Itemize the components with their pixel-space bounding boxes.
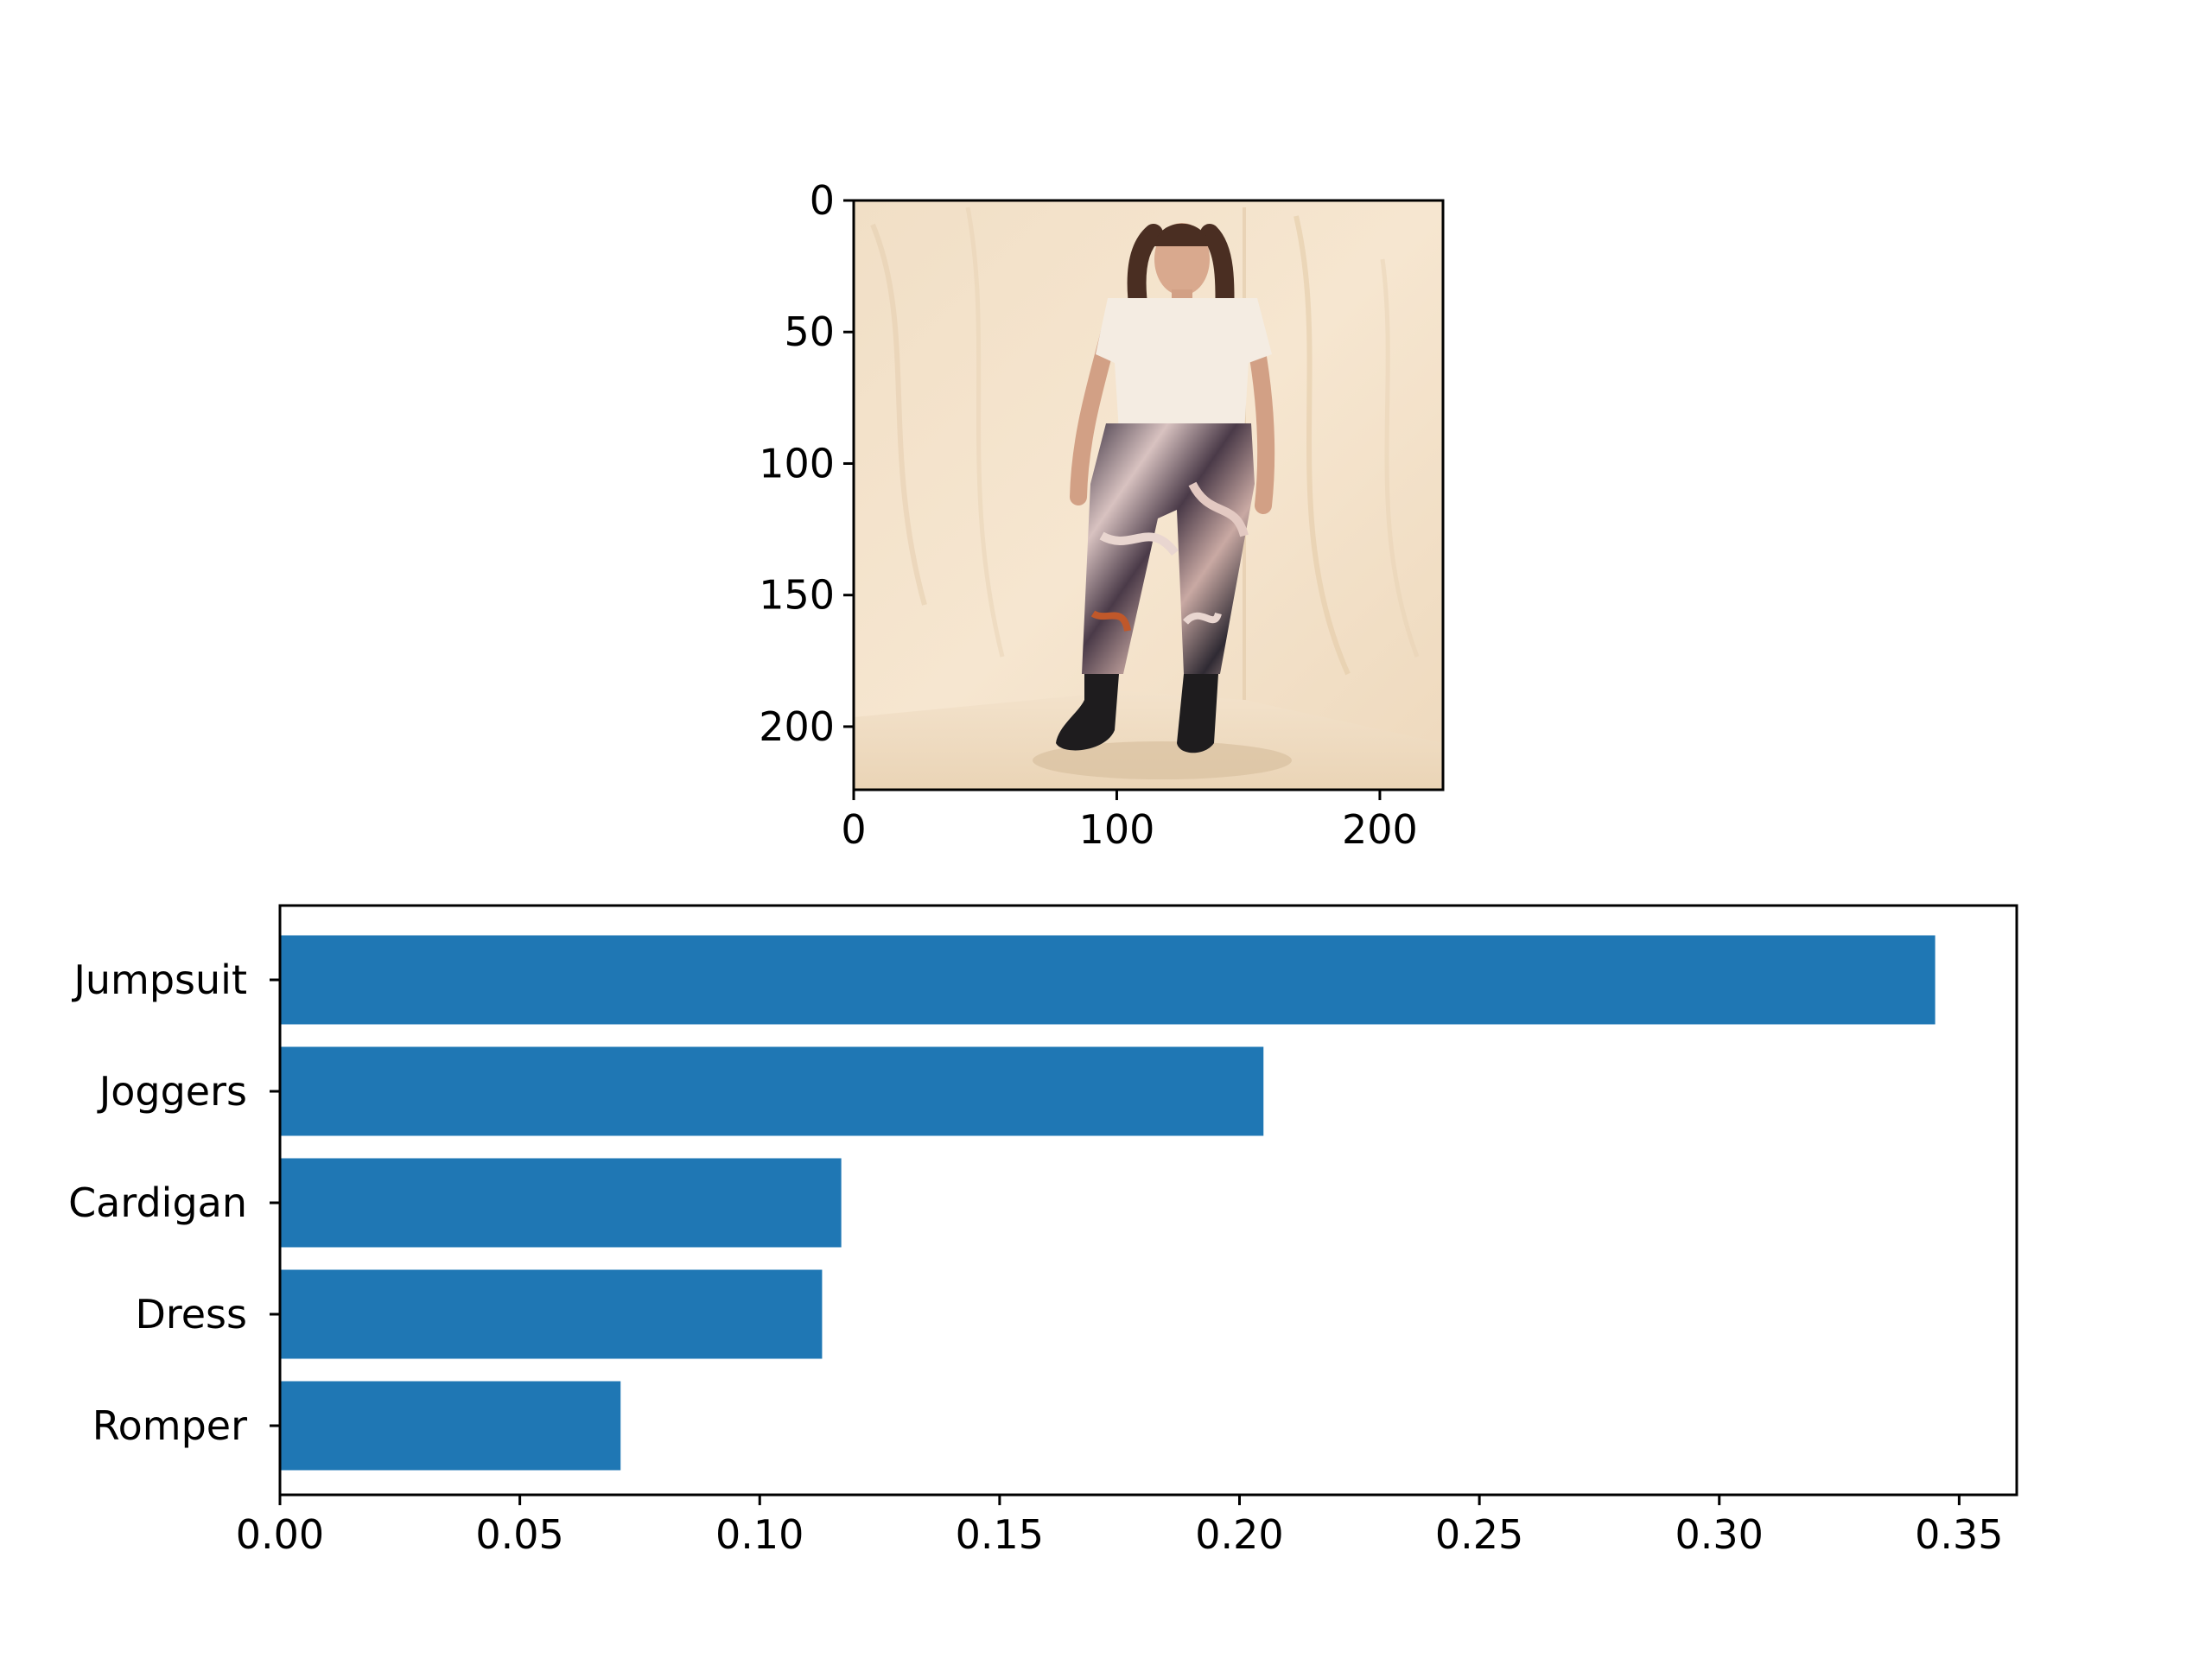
image-y-tick-label: 50 [784,308,835,355]
category-label-dress: Dress [135,1291,247,1338]
bar-dress [280,1269,823,1359]
bar-x-tick-label: 0.25 [1435,1511,1523,1558]
image-y-tick-label: 150 [759,572,835,619]
image-axes: 0 100 200 0 50 100 150 200 [759,177,1445,853]
bars [280,935,1936,1471]
bar-jumpsuit [280,935,1936,1025]
bar-x-tick-label: 0.00 [236,1511,324,1558]
bar-x-tick-label: 0.20 [1195,1511,1283,1558]
image-x-tick-label: 0 [841,806,866,853]
image-x-ticks: 0 100 200 [841,790,1418,853]
image-x-tick-label: 200 [1342,806,1418,853]
bar-y-ticks: Jumpsuit Joggers Cardigan Dress Romper [68,957,280,1449]
bar-romper [280,1381,621,1471]
bar-x-ticks: 0.00 0.05 0.10 0.15 0.20 0.25 0.30 0.35 [236,1495,2004,1558]
bar-chart-frame [278,904,2018,1497]
bar-chart-axes: 0.00 0.05 0.10 0.15 0.20 0.25 0.30 0.35 Jumpsui… [68,904,2018,1558]
category-label-jumpsuit: Jumpsuit [71,957,247,1003]
bar-x-tick-label: 0.10 [715,1511,804,1558]
bar-x-tick-label: 0.05 [475,1511,563,1558]
bar-x-tick-label: 0.30 [1675,1511,1764,1558]
image-y-ticks: 0 50 100 150 200 [759,177,854,750]
image-frame [852,199,1445,791]
category-label-joggers: Joggers [97,1068,247,1115]
image-x-tick-label: 100 [1079,806,1155,853]
bar-cardigan [280,1158,842,1248]
image-y-tick-label: 0 [810,177,835,224]
bar-joggers [280,1046,1264,1136]
model-photo [854,200,1443,790]
category-label-romper: Romper [92,1402,247,1449]
bar-x-tick-label: 0.15 [956,1511,1044,1558]
image-y-tick-label: 200 [759,703,835,750]
image-y-tick-label: 100 [759,440,835,486]
category-label-cardigan: Cardigan [68,1179,247,1226]
bar-x-tick-label: 0.35 [1915,1511,2003,1558]
